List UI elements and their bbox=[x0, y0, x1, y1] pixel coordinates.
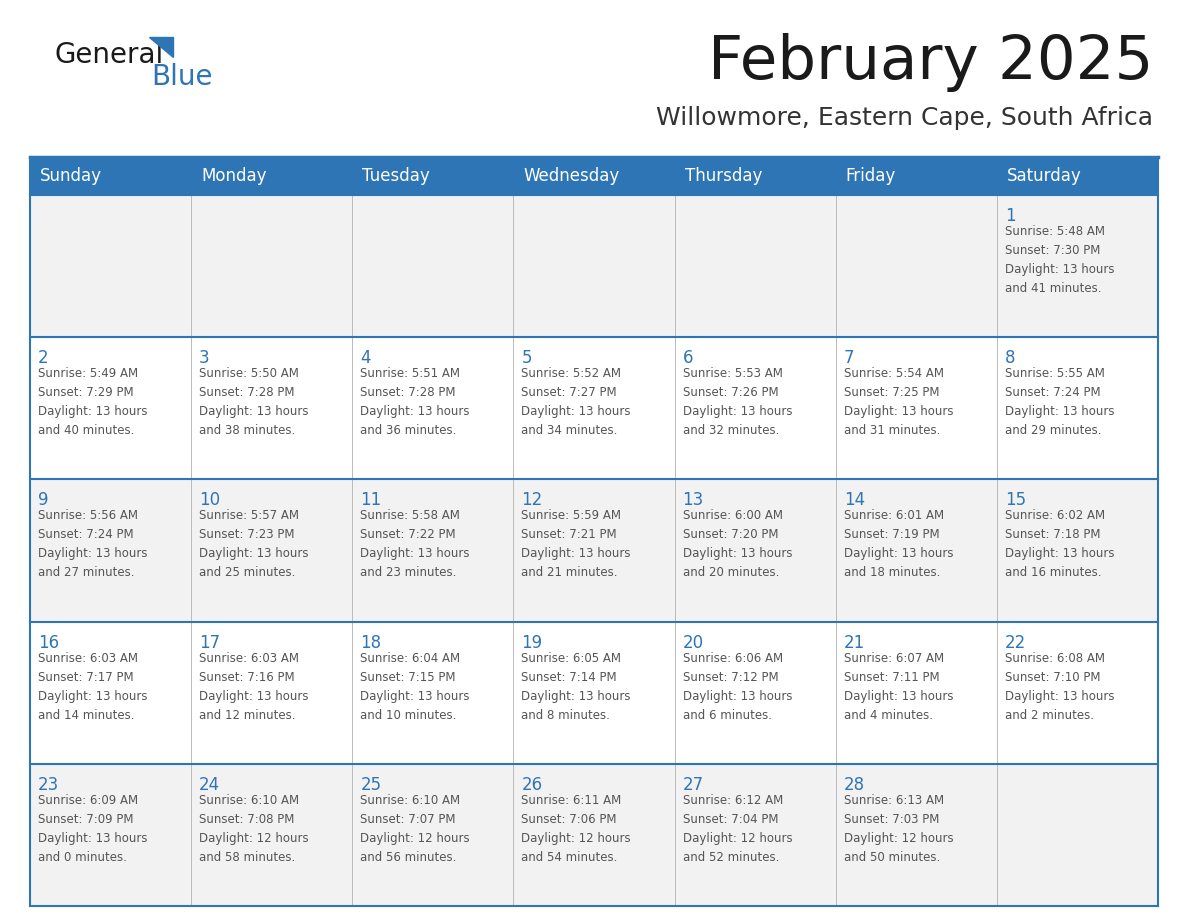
Text: Sunrise: 6:10 AM
Sunset: 7:08 PM
Daylight: 12 hours
and 58 minutes.: Sunrise: 6:10 AM Sunset: 7:08 PM Dayligh… bbox=[200, 794, 309, 864]
Bar bbox=[30, 764, 1158, 906]
Bar bbox=[30, 157, 1158, 195]
Text: Sunrise: 5:58 AM
Sunset: 7:22 PM
Daylight: 13 hours
and 23 minutes.: Sunrise: 5:58 AM Sunset: 7:22 PM Dayligh… bbox=[360, 509, 469, 579]
Bar bbox=[30, 479, 1158, 621]
Polygon shape bbox=[148, 37, 173, 57]
Text: Sunrise: 6:04 AM
Sunset: 7:15 PM
Daylight: 13 hours
and 10 minutes.: Sunrise: 6:04 AM Sunset: 7:15 PM Dayligh… bbox=[360, 652, 469, 722]
Text: 15: 15 bbox=[1005, 491, 1026, 509]
Text: Wednesday: Wednesday bbox=[524, 167, 620, 185]
Text: Sunrise: 6:13 AM
Sunset: 7:03 PM
Daylight: 12 hours
and 50 minutes.: Sunrise: 6:13 AM Sunset: 7:03 PM Dayligh… bbox=[843, 794, 953, 864]
Text: Tuesday: Tuesday bbox=[362, 167, 430, 185]
Text: Sunrise: 5:50 AM
Sunset: 7:28 PM
Daylight: 13 hours
and 38 minutes.: Sunrise: 5:50 AM Sunset: 7:28 PM Dayligh… bbox=[200, 367, 309, 437]
Text: 24: 24 bbox=[200, 776, 220, 794]
Text: Willowmore, Eastern Cape, South Africa: Willowmore, Eastern Cape, South Africa bbox=[656, 106, 1154, 130]
Text: Sunrise: 5:52 AM
Sunset: 7:27 PM
Daylight: 13 hours
and 34 minutes.: Sunrise: 5:52 AM Sunset: 7:27 PM Dayligh… bbox=[522, 367, 631, 437]
Text: 26: 26 bbox=[522, 776, 543, 794]
Text: Sunrise: 5:49 AM
Sunset: 7:29 PM
Daylight: 13 hours
and 40 minutes.: Sunrise: 5:49 AM Sunset: 7:29 PM Dayligh… bbox=[38, 367, 147, 437]
Bar bbox=[30, 195, 1158, 337]
Text: Sunrise: 5:51 AM
Sunset: 7:28 PM
Daylight: 13 hours
and 36 minutes.: Sunrise: 5:51 AM Sunset: 7:28 PM Dayligh… bbox=[360, 367, 469, 437]
Text: Sunrise: 5:56 AM
Sunset: 7:24 PM
Daylight: 13 hours
and 27 minutes.: Sunrise: 5:56 AM Sunset: 7:24 PM Dayligh… bbox=[38, 509, 147, 579]
Text: 7: 7 bbox=[843, 349, 854, 367]
Text: Sunrise: 6:05 AM
Sunset: 7:14 PM
Daylight: 13 hours
and 8 minutes.: Sunrise: 6:05 AM Sunset: 7:14 PM Dayligh… bbox=[522, 652, 631, 722]
Text: Sunrise: 6:08 AM
Sunset: 7:10 PM
Daylight: 13 hours
and 2 minutes.: Sunrise: 6:08 AM Sunset: 7:10 PM Dayligh… bbox=[1005, 652, 1114, 722]
Text: 19: 19 bbox=[522, 633, 543, 652]
Text: Sunrise: 6:03 AM
Sunset: 7:16 PM
Daylight: 13 hours
and 12 minutes.: Sunrise: 6:03 AM Sunset: 7:16 PM Dayligh… bbox=[200, 652, 309, 722]
Text: Sunrise: 5:55 AM
Sunset: 7:24 PM
Daylight: 13 hours
and 29 minutes.: Sunrise: 5:55 AM Sunset: 7:24 PM Dayligh… bbox=[1005, 367, 1114, 437]
Text: February 2025: February 2025 bbox=[708, 32, 1154, 92]
Text: 23: 23 bbox=[38, 776, 59, 794]
Text: 2: 2 bbox=[38, 349, 49, 367]
Text: 22: 22 bbox=[1005, 633, 1026, 652]
Text: Monday: Monday bbox=[201, 167, 266, 185]
Text: Sunrise: 5:54 AM
Sunset: 7:25 PM
Daylight: 13 hours
and 31 minutes.: Sunrise: 5:54 AM Sunset: 7:25 PM Dayligh… bbox=[843, 367, 953, 437]
Text: Saturday: Saturday bbox=[1007, 167, 1081, 185]
Text: 5: 5 bbox=[522, 349, 532, 367]
Bar bbox=[30, 337, 1158, 479]
Text: General: General bbox=[55, 41, 164, 69]
Text: 1: 1 bbox=[1005, 207, 1016, 225]
Text: 3: 3 bbox=[200, 349, 210, 367]
Text: Sunrise: 6:03 AM
Sunset: 7:17 PM
Daylight: 13 hours
and 14 minutes.: Sunrise: 6:03 AM Sunset: 7:17 PM Dayligh… bbox=[38, 652, 147, 722]
Text: Sunrise: 5:53 AM
Sunset: 7:26 PM
Daylight: 13 hours
and 32 minutes.: Sunrise: 5:53 AM Sunset: 7:26 PM Dayligh… bbox=[683, 367, 792, 437]
Text: 13: 13 bbox=[683, 491, 703, 509]
Text: 6: 6 bbox=[683, 349, 693, 367]
Text: Friday: Friday bbox=[846, 167, 896, 185]
Text: Sunrise: 6:12 AM
Sunset: 7:04 PM
Daylight: 12 hours
and 52 minutes.: Sunrise: 6:12 AM Sunset: 7:04 PM Dayligh… bbox=[683, 794, 792, 864]
Text: 28: 28 bbox=[843, 776, 865, 794]
Text: 27: 27 bbox=[683, 776, 703, 794]
Text: Sunrise: 6:09 AM
Sunset: 7:09 PM
Daylight: 13 hours
and 0 minutes.: Sunrise: 6:09 AM Sunset: 7:09 PM Dayligh… bbox=[38, 794, 147, 864]
Text: Sunrise: 5:48 AM
Sunset: 7:30 PM
Daylight: 13 hours
and 41 minutes.: Sunrise: 5:48 AM Sunset: 7:30 PM Dayligh… bbox=[1005, 225, 1114, 295]
Text: Sunday: Sunday bbox=[40, 167, 102, 185]
Text: 16: 16 bbox=[38, 633, 59, 652]
Text: 25: 25 bbox=[360, 776, 381, 794]
Text: Sunrise: 6:00 AM
Sunset: 7:20 PM
Daylight: 13 hours
and 20 minutes.: Sunrise: 6:00 AM Sunset: 7:20 PM Dayligh… bbox=[683, 509, 792, 579]
Text: Sunrise: 6:02 AM
Sunset: 7:18 PM
Daylight: 13 hours
and 16 minutes.: Sunrise: 6:02 AM Sunset: 7:18 PM Dayligh… bbox=[1005, 509, 1114, 579]
Text: Sunrise: 5:57 AM
Sunset: 7:23 PM
Daylight: 13 hours
and 25 minutes.: Sunrise: 5:57 AM Sunset: 7:23 PM Dayligh… bbox=[200, 509, 309, 579]
Text: Sunrise: 6:06 AM
Sunset: 7:12 PM
Daylight: 13 hours
and 6 minutes.: Sunrise: 6:06 AM Sunset: 7:12 PM Dayligh… bbox=[683, 652, 792, 722]
Text: Sunrise: 5:59 AM
Sunset: 7:21 PM
Daylight: 13 hours
and 21 minutes.: Sunrise: 5:59 AM Sunset: 7:21 PM Dayligh… bbox=[522, 509, 631, 579]
Bar bbox=[30, 621, 1158, 764]
Text: 20: 20 bbox=[683, 633, 703, 652]
Text: 10: 10 bbox=[200, 491, 220, 509]
Text: 9: 9 bbox=[38, 491, 49, 509]
Text: Sunrise: 6:10 AM
Sunset: 7:07 PM
Daylight: 12 hours
and 56 minutes.: Sunrise: 6:10 AM Sunset: 7:07 PM Dayligh… bbox=[360, 794, 470, 864]
Text: 17: 17 bbox=[200, 633, 220, 652]
Text: 4: 4 bbox=[360, 349, 371, 367]
Text: Sunrise: 6:01 AM
Sunset: 7:19 PM
Daylight: 13 hours
and 18 minutes.: Sunrise: 6:01 AM Sunset: 7:19 PM Dayligh… bbox=[843, 509, 953, 579]
Text: Thursday: Thursday bbox=[684, 167, 762, 185]
Text: 12: 12 bbox=[522, 491, 543, 509]
Text: 14: 14 bbox=[843, 491, 865, 509]
Text: 11: 11 bbox=[360, 491, 381, 509]
Text: 21: 21 bbox=[843, 633, 865, 652]
Text: 8: 8 bbox=[1005, 349, 1016, 367]
Text: 18: 18 bbox=[360, 633, 381, 652]
Text: Sunrise: 6:11 AM
Sunset: 7:06 PM
Daylight: 12 hours
and 54 minutes.: Sunrise: 6:11 AM Sunset: 7:06 PM Dayligh… bbox=[522, 794, 631, 864]
Text: Sunrise: 6:07 AM
Sunset: 7:11 PM
Daylight: 13 hours
and 4 minutes.: Sunrise: 6:07 AM Sunset: 7:11 PM Dayligh… bbox=[843, 652, 953, 722]
Text: Blue: Blue bbox=[151, 63, 213, 91]
